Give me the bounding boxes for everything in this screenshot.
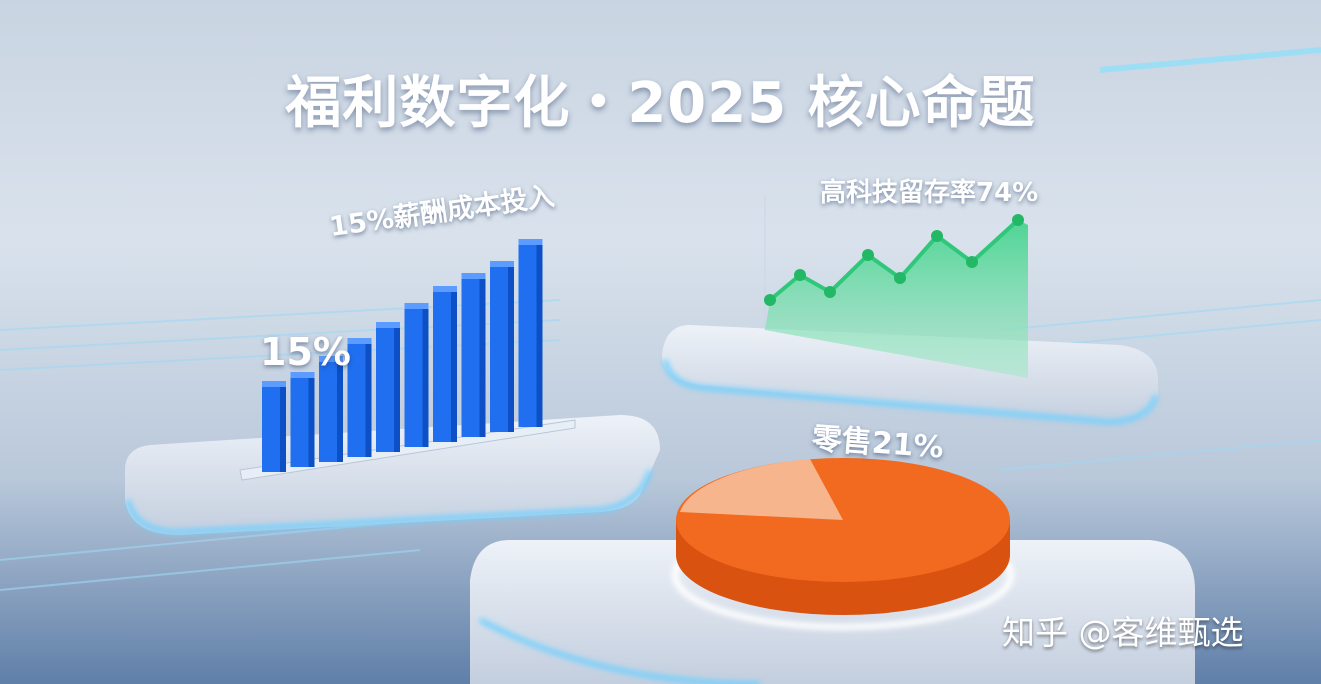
bar-side <box>536 243 543 427</box>
line-chart-label: 高科技留存率74% <box>820 178 1039 208</box>
line-point <box>764 294 776 306</box>
bar-chart-graphic <box>239 239 576 481</box>
line-point <box>794 269 806 281</box>
bar-side <box>508 265 514 432</box>
bar-side <box>280 385 286 472</box>
bar-platform <box>125 415 660 535</box>
bar-top <box>376 322 400 328</box>
line-point <box>966 256 978 268</box>
bar-percent-label: 15% <box>260 330 351 374</box>
bar-top <box>404 303 429 309</box>
watermark: 知乎 @客维甄选 <box>1002 613 1244 652</box>
line-point <box>1012 214 1024 226</box>
bar-top <box>461 273 486 279</box>
bar-side <box>451 290 457 442</box>
line-point <box>824 286 836 298</box>
bar-top <box>433 286 457 292</box>
bar-top <box>290 372 315 378</box>
pie-chart-graphic <box>672 458 1014 630</box>
bar-top <box>319 356 343 362</box>
pie-chart-label: 零售21% <box>810 421 945 466</box>
bar-top <box>262 381 286 387</box>
line-point <box>862 249 874 261</box>
line-chart-graphic <box>764 195 1028 378</box>
line-area <box>765 220 1028 378</box>
line-platform <box>662 325 1159 425</box>
bar-side <box>422 307 429 447</box>
line-point <box>931 230 943 242</box>
background-lines <box>0 47 1321 591</box>
bar-side <box>337 360 343 462</box>
bar-top <box>347 338 372 344</box>
bar-side <box>394 326 400 452</box>
line-point <box>894 272 906 284</box>
bar-side <box>365 342 372 457</box>
page-title: 福利数字化・2025 核心命题 <box>285 71 1036 136</box>
pie-slice-retail <box>680 459 843 520</box>
bar-top <box>490 261 514 267</box>
bar-side <box>479 277 486 437</box>
bar-top <box>518 239 543 245</box>
bar-side <box>308 376 315 467</box>
